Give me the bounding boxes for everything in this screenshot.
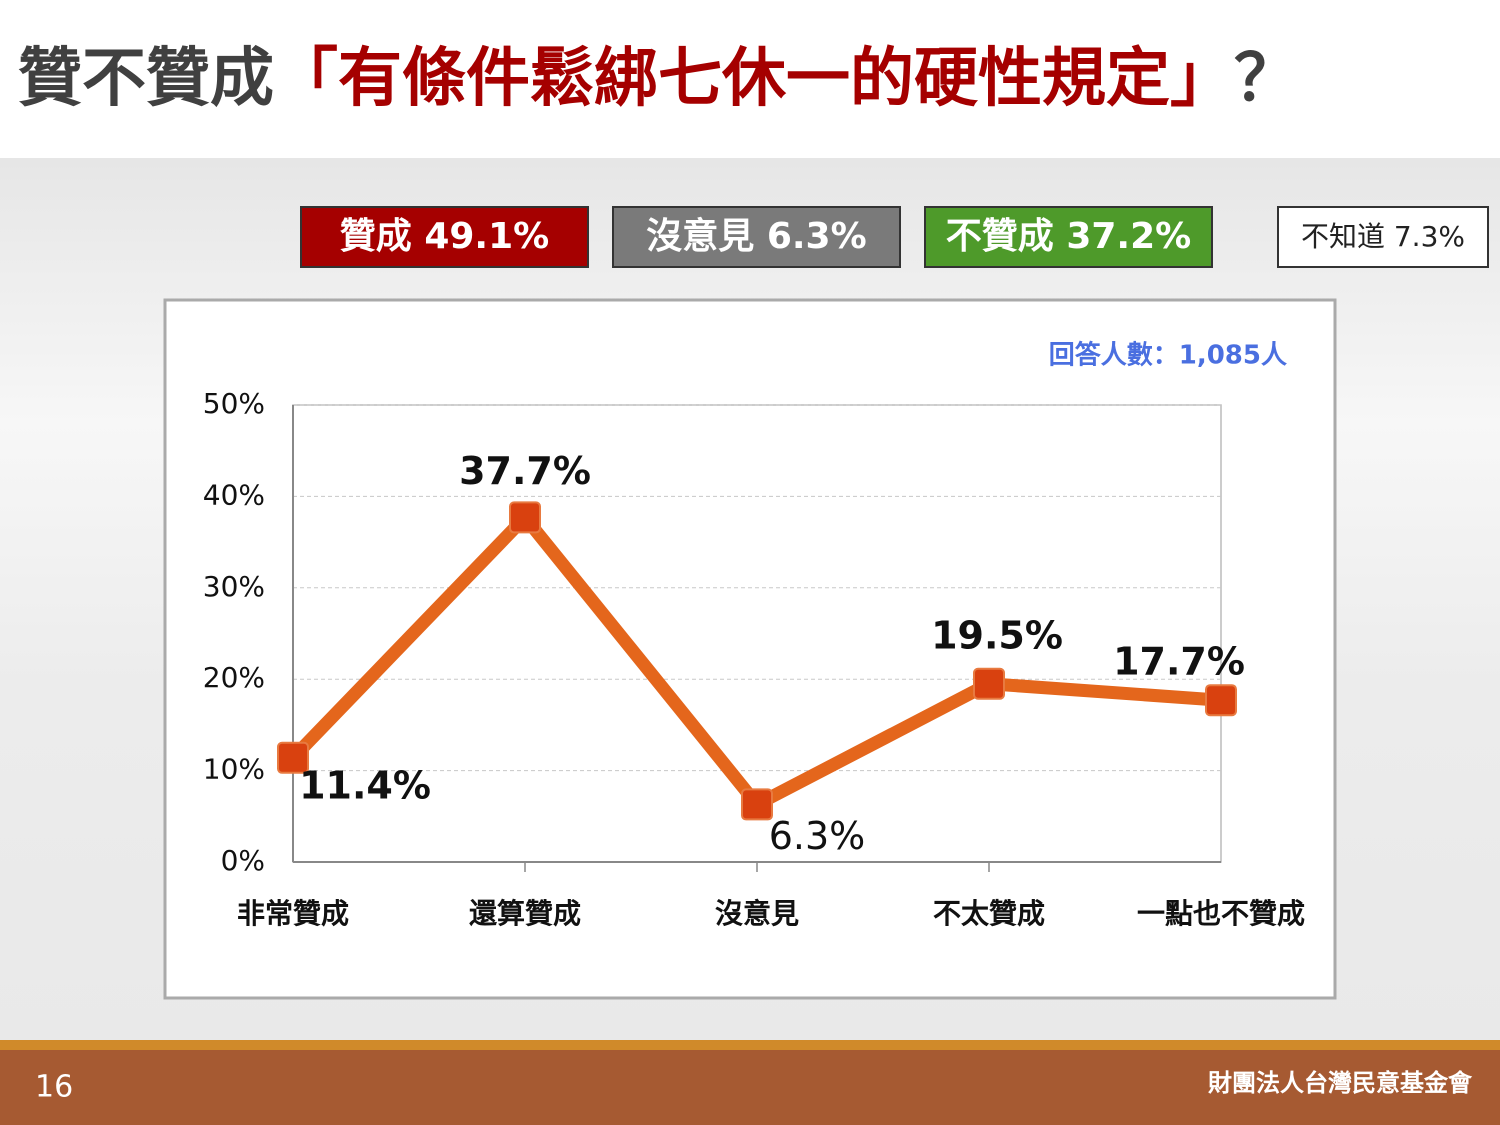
summary-box [1277,206,1489,268]
header-bg [0,0,1500,158]
data-label: 37.7% [459,449,591,493]
title-part: 贊不贊成 [18,42,274,116]
footer-line [0,1040,1500,1050]
summary-box [924,206,1213,268]
data-label: 6.3% [769,814,866,858]
summary-box [300,206,589,268]
x-tick-label: 沒意見 [715,897,799,930]
summary-box [612,206,901,268]
data-label: 19.5% [931,613,1063,657]
marker [1205,684,1237,717]
y-tick-label: 20% [203,661,265,694]
title-part: 「有條件鬆綁七休一的硬性規定」 [274,42,1234,116]
summary-label: 不贊成 37.2% [946,216,1191,257]
summary-label: 贊成 49.1% [340,216,549,257]
data-label: 11.4% [299,763,431,807]
y-tick-label: 40% [203,478,265,511]
organization: 財團法人台灣民意基金會 [1208,1069,1473,1097]
data-label: 17.7% [1113,640,1245,684]
page-number: 16 [35,1070,73,1105]
chart-frame [163,298,1337,1000]
marker [277,741,309,774]
respondents-note: 回答人數：1,085人 [1049,340,1287,371]
footer-bg [0,1050,1500,1125]
title-part: ？ [1234,42,1298,116]
x-tick-label: 還算贊成 [469,897,581,930]
marker [741,788,773,821]
y-tick-label: 30% [203,570,265,603]
y-tick-label: 10% [203,753,265,786]
x-tick-label: 非常贊成 [237,897,349,930]
marker [509,501,541,534]
y-tick-label: 50% [203,387,265,420]
summary-label: 沒意見 6.3% [646,216,866,257]
summary-label: 不知道 7.3% [1301,220,1465,253]
slide-title: 贊不贊成「有條件鬆綁七休一的硬性規定」？ [18,42,1298,116]
x-tick-label: 一點也不贊成 [1137,897,1305,930]
marker [973,667,1005,700]
x-tick-label: 不太贊成 [933,897,1045,930]
y-tick-label: 0% [221,844,265,877]
